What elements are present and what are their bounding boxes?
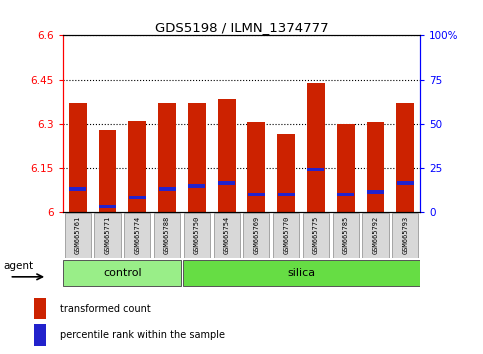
Text: silica: silica bbox=[287, 268, 315, 278]
Text: GSM665769: GSM665769 bbox=[254, 215, 259, 253]
Bar bbox=[397, 103, 414, 212]
Text: GSM665771: GSM665771 bbox=[104, 215, 111, 253]
Bar bbox=[248, 193, 265, 196]
Text: GSM665792: GSM665792 bbox=[372, 215, 379, 253]
Text: GSM665770: GSM665770 bbox=[283, 215, 289, 253]
Text: GSM665774: GSM665774 bbox=[134, 215, 140, 253]
Text: GSM665754: GSM665754 bbox=[224, 215, 229, 253]
Bar bbox=[99, 205, 116, 208]
FancyBboxPatch shape bbox=[243, 213, 270, 258]
FancyBboxPatch shape bbox=[65, 213, 91, 258]
Bar bbox=[367, 122, 384, 212]
Text: GSM665788: GSM665788 bbox=[164, 215, 170, 253]
Bar bbox=[69, 187, 86, 190]
Bar bbox=[397, 181, 414, 185]
FancyBboxPatch shape bbox=[183, 259, 420, 286]
FancyBboxPatch shape bbox=[213, 213, 240, 258]
FancyBboxPatch shape bbox=[154, 213, 180, 258]
Bar bbox=[247, 122, 265, 212]
Bar bbox=[367, 190, 384, 194]
Bar bbox=[128, 121, 146, 212]
Bar bbox=[69, 103, 86, 212]
Bar bbox=[129, 196, 146, 199]
Bar bbox=[307, 82, 325, 212]
Bar bbox=[277, 134, 295, 212]
Bar bbox=[99, 130, 116, 212]
FancyBboxPatch shape bbox=[63, 259, 181, 286]
Bar bbox=[308, 168, 325, 171]
FancyBboxPatch shape bbox=[184, 213, 210, 258]
Title: GDS5198 / ILMN_1374777: GDS5198 / ILMN_1374777 bbox=[155, 21, 328, 34]
FancyBboxPatch shape bbox=[273, 213, 299, 258]
Text: control: control bbox=[103, 268, 142, 278]
Bar bbox=[337, 193, 354, 196]
FancyBboxPatch shape bbox=[303, 213, 329, 258]
Text: agent: agent bbox=[3, 261, 33, 272]
Bar bbox=[278, 193, 295, 196]
Bar bbox=[337, 124, 355, 212]
Text: GSM665785: GSM665785 bbox=[343, 215, 349, 253]
Text: GSM665775: GSM665775 bbox=[313, 215, 319, 253]
FancyBboxPatch shape bbox=[94, 213, 121, 258]
Text: GSM665761: GSM665761 bbox=[75, 215, 81, 253]
Text: GSM665793: GSM665793 bbox=[402, 215, 408, 253]
Text: transformed count: transformed count bbox=[60, 303, 151, 314]
FancyBboxPatch shape bbox=[333, 213, 359, 258]
Bar bbox=[218, 99, 236, 212]
Bar bbox=[158, 103, 176, 212]
Bar bbox=[188, 184, 205, 188]
FancyBboxPatch shape bbox=[124, 213, 150, 258]
Text: GSM665750: GSM665750 bbox=[194, 215, 200, 253]
Bar bbox=[188, 103, 206, 212]
FancyBboxPatch shape bbox=[392, 213, 418, 258]
Bar bbox=[218, 181, 235, 185]
Bar bbox=[158, 187, 175, 190]
Bar bbox=[34, 298, 46, 319]
Text: percentile rank within the sample: percentile rank within the sample bbox=[60, 330, 226, 340]
Bar bbox=[34, 324, 46, 346]
FancyBboxPatch shape bbox=[362, 213, 389, 258]
